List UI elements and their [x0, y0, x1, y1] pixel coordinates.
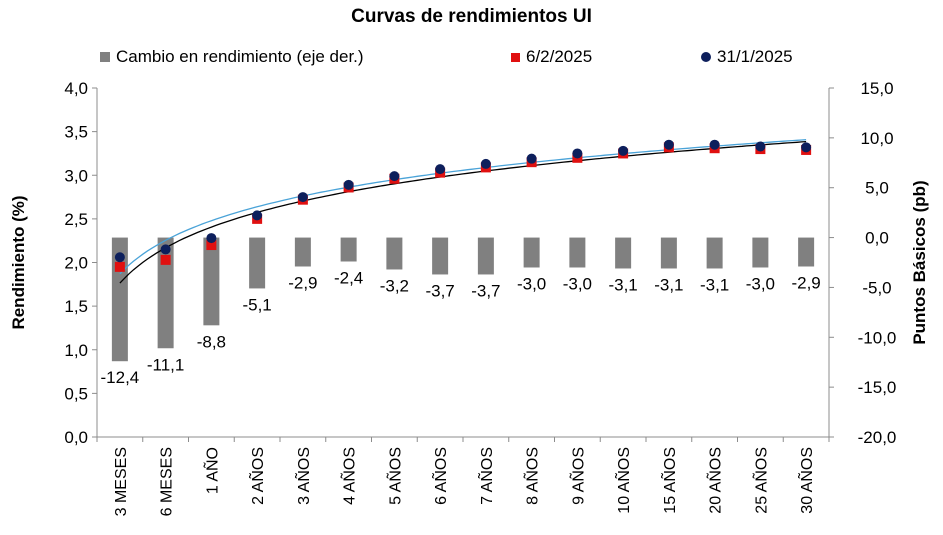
change-bar [203, 237, 220, 326]
y-axis-title: Rendimiento (%) [9, 195, 28, 329]
x-tick-label: 15 AÑOS [659, 447, 679, 514]
x-tick-label: 8 AÑOS [522, 447, 542, 505]
x-tick-label: 7 AÑOS [476, 447, 496, 505]
jan-marker [435, 164, 446, 175]
jan-marker [801, 142, 812, 153]
legend-item-bars: Cambio en rendimiento (eje der.) [100, 47, 364, 67]
x-tick-label: 2 AÑOS [247, 447, 267, 505]
left-tick-label: 3,0 [64, 166, 88, 185]
legend-dot-swatch [701, 52, 711, 62]
change-bar [569, 237, 586, 268]
jan-marker [663, 139, 674, 150]
legend-label-bars: Cambio en rendimiento (eje der.) [116, 47, 364, 66]
bar-value-label: -2,9 [791, 273, 820, 292]
legend-label-jan: 31/1/2025 [717, 47, 793, 66]
change-bar [615, 237, 632, 269]
bar-value-label: -8,8 [197, 332, 226, 351]
bar-value-label: -3,1 [654, 275, 683, 294]
bar-value-label: -3,1 [608, 275, 637, 294]
bar-value-label: -3,7 [471, 281, 500, 300]
change-bar [752, 237, 769, 268]
jan-marker [252, 210, 263, 221]
change-bar [432, 237, 449, 275]
left-tick-label: 1,5 [64, 297, 88, 316]
x-tick-label: 25 AÑOS [750, 447, 770, 514]
right-tick-label: 5,0 [865, 179, 889, 198]
left-tick-label: 0,0 [64, 428, 88, 447]
right-tick-label: -15,0 [858, 378, 897, 397]
legend-item-feb: 6/2/2025 [511, 47, 592, 67]
x-tick-label: 3 AÑOS [293, 447, 313, 505]
x-tick-label: 20 AÑOS [705, 447, 725, 514]
jan-marker [206, 233, 217, 244]
bar-value-label: -3,1 [700, 275, 729, 294]
change-bar [386, 237, 403, 270]
left-tick-label: 4,0 [64, 79, 88, 98]
x-tick-label: 9 AÑOS [567, 447, 587, 505]
jan-marker [297, 192, 308, 203]
left-tick-label: 0,5 [64, 384, 88, 403]
bar-value-label: -3,7 [425, 281, 454, 300]
left-tick-label: 1,0 [64, 341, 88, 360]
x-tick-label: 30 AÑOS [796, 447, 816, 514]
jan-marker [160, 244, 171, 255]
jan-marker [389, 171, 400, 182]
bar-value-label: -5,1 [242, 295, 271, 314]
x-tick-label: 4 AÑOS [339, 447, 359, 505]
right-tick-label: -10,0 [858, 328, 897, 347]
right-tick-label: 10,0 [860, 129, 893, 148]
jan-marker [114, 252, 125, 263]
trendline [119, 139, 807, 275]
right-tick-label: 0,0 [865, 229, 889, 248]
x-tick-label: 6 AÑOS [430, 447, 450, 505]
left-tick-label: 2,5 [64, 210, 88, 229]
trendline [119, 140, 807, 284]
change-bar [340, 237, 357, 262]
left-tick-label: 3,5 [64, 123, 88, 142]
y2-axis-title: Puntos Básicos (pb) [910, 180, 929, 344]
bar-value-label: -11,1 [147, 355, 185, 374]
jan-marker [709, 139, 720, 150]
change-bar [706, 237, 723, 269]
x-tick-label: 10 AÑOS [613, 447, 633, 514]
bar-value-label: -12,4 [101, 368, 140, 387]
right-tick-label: 15,0 [860, 79, 893, 98]
bar-value-label: -3,0 [563, 274, 592, 293]
chart-title: Curvas de rendimientos UI [351, 6, 592, 27]
left-tick-label: 2,0 [64, 254, 88, 273]
feb-marker [114, 261, 125, 272]
x-tick-label: 1 AÑO [201, 447, 221, 494]
right-tick-label: -20,0 [858, 428, 897, 447]
jan-marker [480, 158, 491, 169]
change-bar [477, 237, 494, 275]
legend-bar-swatch [100, 52, 110, 62]
change-bar [294, 237, 311, 267]
x-tick-label: 6 MESES [159, 447, 176, 516]
jan-marker [526, 153, 537, 164]
feb-marker [206, 240, 217, 251]
bar-value-label: -3,2 [380, 276, 409, 295]
change-bar [660, 237, 677, 269]
x-tick-label: 5 AÑOS [384, 447, 404, 505]
legend-square-swatch [511, 52, 520, 62]
change-bar [157, 237, 174, 349]
bar-value-label: -3,0 [517, 274, 546, 293]
legend-item-jan: 31/1/2025 [701, 47, 793, 67]
bar-value-label: -3,0 [746, 274, 775, 293]
bar-value-label: -2,9 [288, 273, 317, 292]
jan-marker [343, 179, 354, 190]
change-bar [798, 237, 815, 267]
change-bar [249, 237, 266, 289]
jan-marker [618, 145, 629, 156]
change-bar [523, 237, 540, 268]
bar-value-label: -2,4 [334, 269, 363, 288]
legend-label-feb: 6/2/2025 [526, 47, 593, 66]
x-tick-label: 3 MESES [113, 447, 130, 516]
jan-marker [572, 148, 583, 159]
right-tick-label: -5,0 [862, 278, 891, 297]
feb-marker [160, 254, 171, 265]
jan-marker [755, 141, 766, 152]
